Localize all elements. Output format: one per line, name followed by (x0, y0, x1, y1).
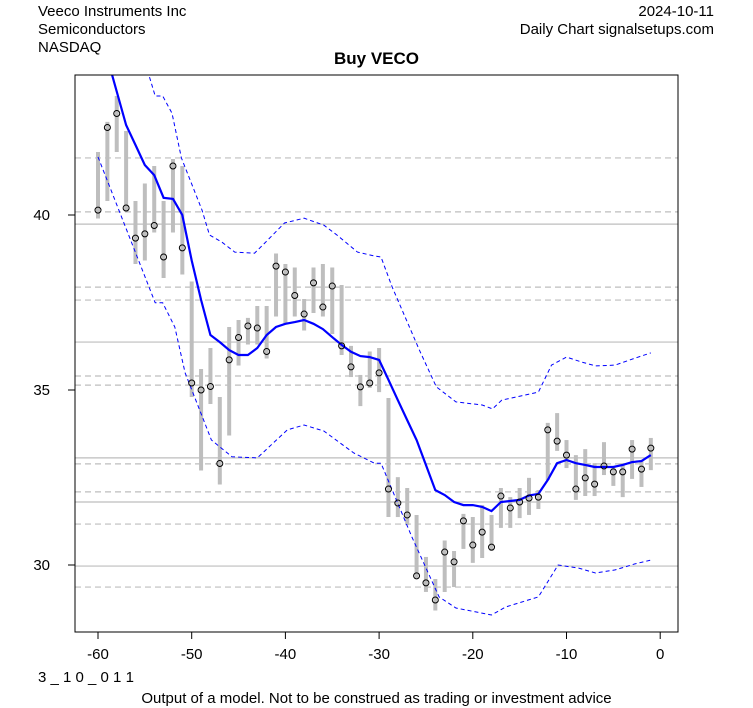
close-marker (319, 303, 327, 311)
close-marker (160, 253, 168, 261)
close-marker (619, 468, 627, 476)
x-tick-label: 0 (656, 646, 664, 663)
close-marker (235, 334, 243, 341)
close-marker (506, 504, 514, 512)
disclaimer: Output of a model. Not to be construed a… (141, 690, 612, 707)
close-marker (300, 310, 308, 318)
close-marker (637, 465, 645, 473)
close-marker (384, 485, 392, 493)
x-tick-label: -40 (275, 646, 297, 663)
plot-area (75, 75, 678, 616)
close-marker (206, 383, 214, 390)
close-marker (600, 462, 608, 470)
close-marker (628, 445, 636, 453)
close-marker (188, 379, 196, 387)
close-marker (150, 222, 158, 229)
close-marker (553, 437, 561, 445)
close-marker (413, 572, 421, 580)
close-marker (572, 485, 580, 493)
y-tick-label: 35 (33, 382, 50, 399)
close-marker (197, 386, 205, 394)
company-name: Veeco Instruments Inc (38, 3, 187, 20)
model-code: 3 _ 1 0 _ 0 1 1 (38, 669, 134, 686)
close-marker (122, 204, 130, 212)
x-tick-label: -50 (181, 646, 203, 663)
close-marker (375, 369, 383, 377)
sector: Semiconductors (38, 21, 146, 38)
close-marker (225, 356, 233, 364)
moving-average-line (111, 75, 652, 513)
plot-frame (74, 74, 679, 633)
close-marker (469, 541, 477, 549)
close-marker (422, 579, 430, 587)
chart-title: Buy VECO (333, 49, 420, 68)
exchange: NASDAQ (38, 39, 102, 56)
lower-band-line (97, 156, 651, 616)
x-tick-label: -10 (556, 646, 578, 663)
close-marker (516, 498, 524, 506)
close-marker (581, 474, 589, 482)
close-marker (609, 468, 617, 476)
close-marker (356, 383, 364, 391)
close-marker (328, 282, 336, 290)
close-marker (272, 262, 280, 270)
close-marker (103, 124, 111, 131)
close-marker (366, 379, 374, 387)
close-marker (113, 110, 121, 117)
close-marker (441, 548, 449, 556)
close-marker (459, 517, 467, 525)
close-marker (394, 499, 402, 507)
close-marker (244, 322, 252, 330)
y-tick-label: 40 (33, 207, 50, 224)
close-marker (497, 492, 505, 500)
close-marker (141, 230, 149, 238)
close-marker (131, 234, 139, 242)
close-marker (94, 206, 102, 214)
x-tick-label: -20 (462, 646, 484, 663)
close-marker (253, 324, 261, 332)
x-tick-label: -60 (87, 646, 109, 663)
chart-source: Daily Chart signalsetups.com (519, 21, 714, 38)
close-marker (647, 444, 655, 452)
close-marker (525, 494, 533, 502)
close-marker (591, 480, 599, 488)
close-marker (403, 511, 411, 519)
x-tick-label: -30 (368, 646, 390, 663)
close-marker (450, 558, 458, 566)
close-marker (263, 348, 271, 355)
close-marker (347, 363, 355, 371)
close-marker (544, 426, 552, 434)
close-marker (488, 543, 496, 551)
close-marker (431, 596, 439, 604)
close-marker (338, 342, 346, 350)
close-marker (478, 528, 486, 536)
close-marker (178, 244, 186, 252)
close-marker (310, 279, 318, 287)
close-marker (281, 268, 289, 276)
close-marker (291, 292, 299, 299)
close-marker (563, 451, 570, 459)
chart-date: 2024-10-11 (638, 3, 714, 20)
close-marker (216, 460, 224, 467)
close-marker (534, 493, 542, 501)
upper-band-line (149, 76, 651, 410)
y-tick-label: 30 (33, 557, 50, 574)
close-marker (169, 162, 177, 170)
